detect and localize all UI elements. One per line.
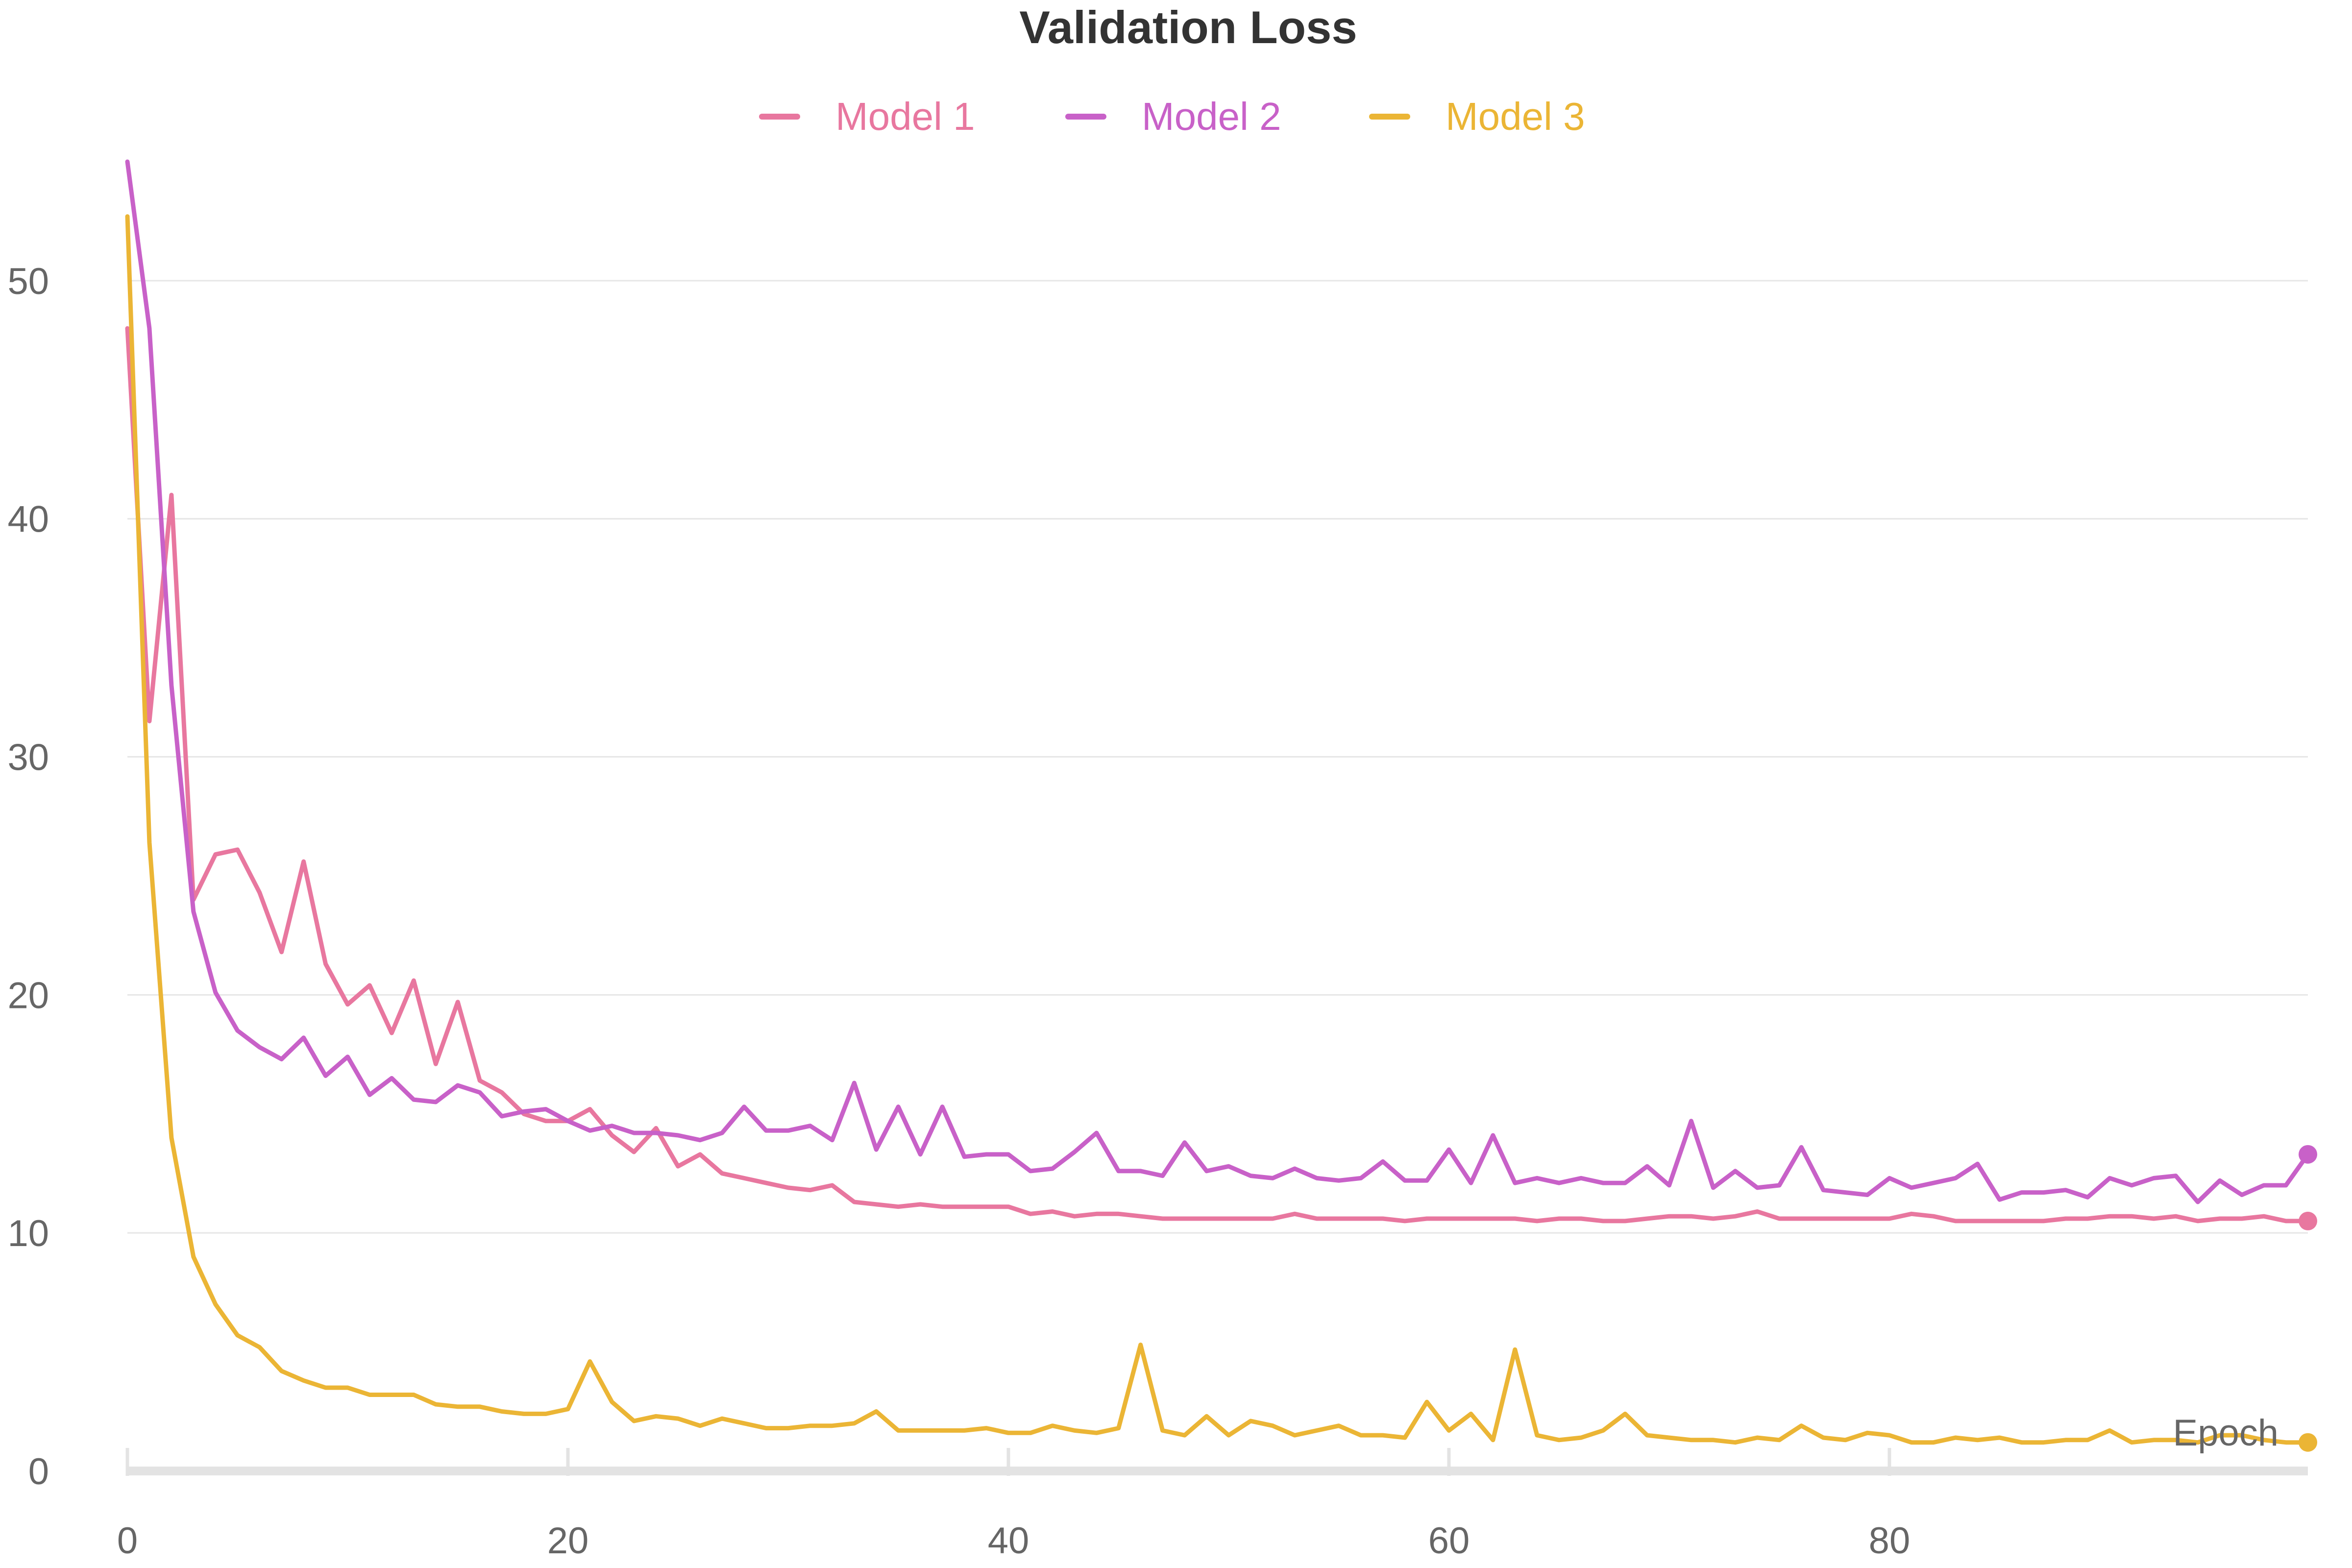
y-tick-label: 20 [7,975,49,1016]
x-tick-label: 20 [547,1520,589,1562]
end-marker-model-3 [2299,1433,2317,1452]
series-line-model-3 [125,214,2310,1445]
x-tick-label: 40 [988,1520,1029,1562]
legend-label-model-3: Model 3 [1446,95,1585,138]
x-tick-label: 0 [117,1520,138,1562]
x-axis-title: Epoch [2173,1412,2279,1454]
x-tick-label: 80 [1869,1520,1911,1562]
y-tick-label: 10 [7,1213,49,1254]
end-marker-model-2 [2299,1145,2317,1164]
end-marker-model-1 [2299,1211,2317,1230]
series-lines [125,159,2310,1445]
y-tick-label: 50 [7,261,49,302]
series-line-model-1 [125,326,2310,1224]
y-tick-label: 40 [7,499,49,540]
legend-label-model-2: Model 2 [1142,95,1281,138]
legend-label-model-1: Model 1 [835,95,975,138]
gridlines [127,280,2308,1234]
legend: Model 1 Model 2 Model 3 [759,95,1585,138]
y-axis: 0 10 20 30 40 50 [7,261,49,1493]
y-tick-label: 0 [28,1451,49,1493]
x-axis: 0 20 40 60 80 [117,1448,2308,1562]
x-tick-label: 60 [1428,1520,1470,1562]
chart-title: Validation Loss [1019,1,1357,53]
y-tick-label: 30 [7,737,49,779]
series-line-model-2 [125,159,2310,1204]
end-markers [2299,1145,2317,1452]
